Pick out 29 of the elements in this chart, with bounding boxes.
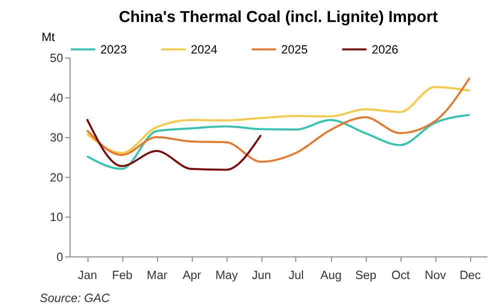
x-tick-label: Aug — [320, 268, 342, 282]
x-tick-label: Apr — [182, 268, 202, 282]
legend-label: 2024 — [190, 42, 218, 56]
x-tick-label: Oct — [391, 268, 411, 282]
line-series — [86, 86, 471, 154]
line-series — [86, 114, 471, 170]
y-tick-label: 30 — [50, 130, 64, 145]
x-tick-label: Sep — [355, 268, 377, 282]
legend-label: 2025 — [281, 42, 308, 56]
y-axis-title: Mt — [42, 30, 56, 44]
x-tick-label: Nov — [424, 268, 446, 282]
x-tick-label: Jul — [288, 268, 304, 282]
chart-title: China's Thermal Coal (incl. Lignite) Import — [118, 8, 439, 26]
y-tick-label: 0 — [56, 250, 64, 264]
y-tick-label: 10 — [50, 210, 64, 224]
x-tick-label: Jan — [78, 268, 98, 282]
x-tick-label: Mar — [146, 268, 168, 282]
line-series — [86, 76, 471, 163]
source-note: Source: GAC — [40, 291, 110, 306]
y-tick-label: 20 — [50, 170, 64, 184]
x-tick-label: Feb — [112, 268, 133, 282]
line-series — [86, 118, 262, 171]
x-tick-label: Dec — [460, 268, 481, 282]
legend-label: 2026 — [372, 42, 399, 56]
x-tick-label: Jun — [252, 268, 272, 282]
y-tick-label: 50 — [50, 51, 64, 66]
y-tick-label: 40 — [50, 90, 64, 105]
legend-label: 2023 — [100, 42, 128, 56]
x-tick-label: May — [215, 268, 238, 282]
